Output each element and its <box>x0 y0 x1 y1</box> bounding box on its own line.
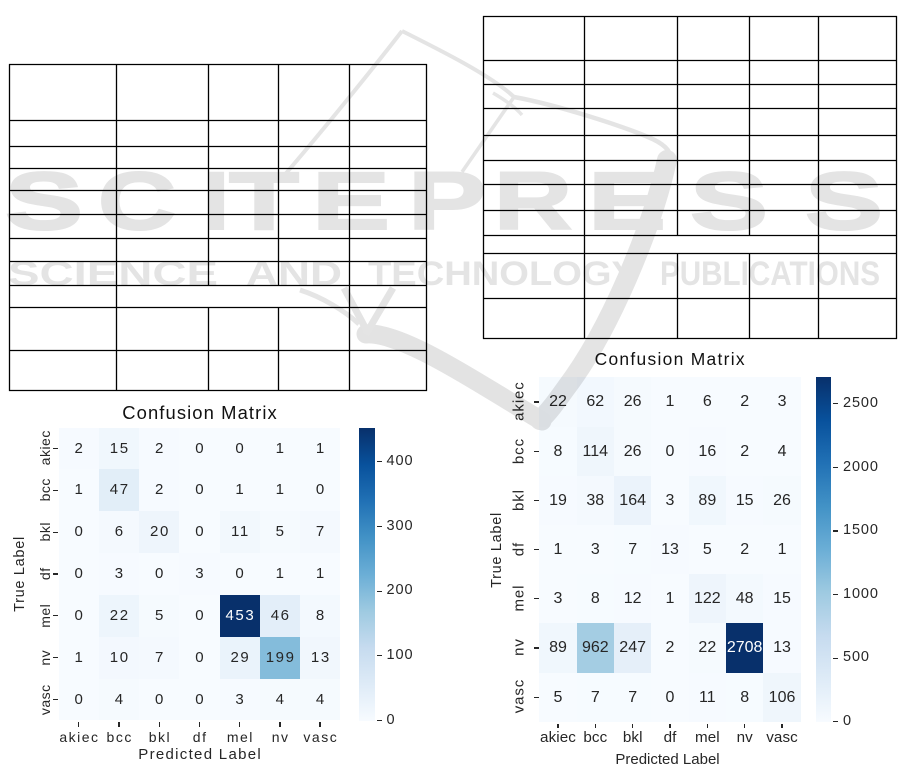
svg-text:S: S <box>805 156 883 247</box>
svg-text:TECHNOLOGY: TECHNOLOGY <box>368 255 637 293</box>
svg-text:PUBLICATIONS: PUBLICATIONS <box>660 255 880 293</box>
svg-text:T: T <box>229 156 299 247</box>
svg-text:S: S <box>5 156 83 247</box>
svg-text:E: E <box>588 156 666 247</box>
svg-text:C: C <box>98 155 176 247</box>
svg-text:AND: AND <box>246 255 342 293</box>
svg-text:P: P <box>408 156 486 247</box>
svg-text:SCIENCE: SCIENCE <box>8 255 218 293</box>
svg-text:I: I <box>204 156 229 247</box>
svg-text:R: R <box>494 155 572 247</box>
svg-text:S: S <box>690 156 768 247</box>
svg-text:E: E <box>312 156 390 247</box>
